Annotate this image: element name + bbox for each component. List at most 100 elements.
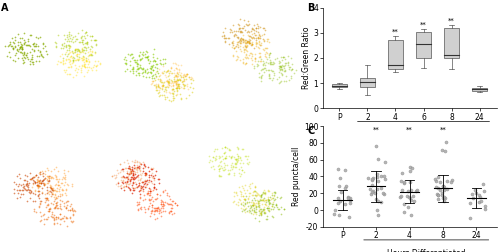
Point: [72, 58, 80, 62]
Point: [278, 67, 286, 71]
Point: [183, 84, 191, 88]
Point: [13, 187, 21, 192]
Point: [236, 26, 244, 30]
Point: [78, 49, 86, 53]
Point: [128, 188, 136, 193]
Point: [14, 47, 22, 51]
Point: [25, 43, 33, 47]
Point: [134, 202, 142, 206]
Point: [240, 197, 248, 201]
Point: [78, 63, 86, 67]
Point: [230, 164, 237, 168]
Point: [210, 167, 218, 171]
Point: [158, 87, 166, 91]
Point: [372, 144, 380, 148]
Point: [8, 41, 16, 45]
Point: [77, 50, 85, 54]
Point: [142, 171, 150, 175]
Point: [72, 66, 80, 70]
Point: [269, 202, 277, 206]
Point: [152, 206, 160, 210]
Point: [30, 41, 38, 45]
Point: [27, 33, 35, 37]
Point: [150, 68, 158, 72]
Point: [269, 62, 277, 66]
Point: [257, 212, 265, 216]
Point: [148, 171, 156, 175]
Point: [132, 69, 140, 73]
Point: [166, 84, 174, 88]
Point: [402, 194, 410, 198]
Point: [54, 33, 62, 37]
Point: [151, 173, 159, 177]
Point: [171, 201, 179, 205]
Point: [124, 177, 132, 181]
Point: [41, 196, 49, 200]
Point: [30, 179, 38, 183]
Point: [209, 155, 217, 159]
Point: [136, 176, 143, 180]
Point: [175, 84, 183, 88]
Point: [80, 60, 88, 64]
Point: [120, 61, 128, 65]
Point: [143, 55, 151, 59]
Point: [132, 166, 140, 170]
Point: [34, 182, 42, 186]
Point: [236, 47, 244, 51]
Point: [158, 80, 166, 84]
Point: [34, 44, 42, 48]
Point: [182, 73, 190, 77]
Point: [252, 41, 260, 45]
Point: [31, 192, 39, 196]
Point: [242, 38, 250, 42]
Point: [255, 51, 263, 55]
Point: [24, 188, 32, 192]
Point: [47, 202, 55, 206]
Point: [133, 62, 141, 66]
Point: [82, 57, 90, 61]
Point: [73, 47, 81, 51]
Point: [18, 43, 26, 47]
Point: [256, 39, 264, 43]
Point: [30, 175, 38, 179]
Point: [68, 50, 76, 54]
Point: [128, 174, 136, 178]
Point: [230, 29, 237, 34]
Point: [246, 41, 254, 45]
Point: [409, 194, 417, 198]
Point: [124, 158, 132, 162]
Point: [256, 207, 264, 211]
Point: [244, 29, 252, 33]
Point: [239, 203, 247, 207]
Point: [176, 73, 184, 77]
Point: [158, 86, 166, 90]
Point: [82, 48, 90, 52]
Point: [240, 40, 248, 44]
Point: [35, 192, 43, 196]
Point: [156, 67, 164, 71]
Point: [148, 176, 156, 180]
Point: [166, 73, 173, 77]
Point: [286, 65, 294, 69]
Point: [91, 39, 99, 43]
Point: [292, 68, 300, 72]
Point: [140, 163, 148, 167]
Point: [176, 71, 184, 75]
Point: [52, 177, 60, 181]
Point: [248, 26, 256, 30]
Point: [236, 44, 244, 48]
Point: [40, 41, 48, 45]
Point: [122, 184, 130, 188]
Point: [265, 208, 273, 212]
Point: [238, 208, 246, 212]
Point: [182, 96, 190, 100]
Point: [250, 31, 258, 35]
Point: [150, 79, 158, 83]
Point: [126, 170, 134, 174]
Point: [146, 66, 154, 70]
Point: [40, 182, 48, 186]
Point: [229, 43, 237, 47]
Point: [156, 88, 164, 92]
Point: [143, 54, 151, 58]
Point: [40, 212, 48, 216]
